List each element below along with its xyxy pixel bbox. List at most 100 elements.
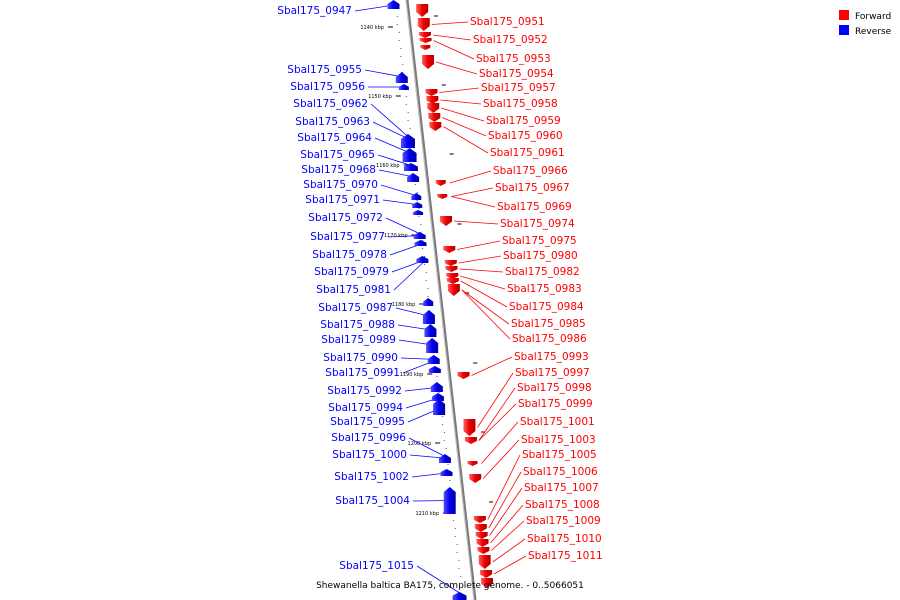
forward-gene-label[interactable]: Sbal175_0960 (488, 130, 563, 142)
reverse-gene[interactable] (414, 240, 427, 246)
reverse-gene-label[interactable]: Sbal175_0968 (301, 164, 376, 176)
forward-gene-label[interactable]: Sbal175_0983 (507, 283, 582, 295)
forward-gene[interactable] (416, 4, 429, 17)
forward-gene[interactable] (428, 113, 441, 122)
forward-gene[interactable] (446, 278, 459, 284)
forward-gene[interactable] (420, 45, 431, 50)
reverse-gene[interactable] (423, 298, 434, 306)
forward-gene-label[interactable]: Sbal175_1005 (522, 449, 597, 461)
reverse-gene[interactable] (400, 134, 415, 148)
reverse-gene[interactable] (452, 592, 467, 600)
forward-gene-label[interactable]: Sbal175_1003 (521, 434, 596, 446)
forward-gene-label[interactable]: Sbal175_1006 (523, 466, 598, 478)
reverse-gene-label[interactable]: Sbal175_0970 (303, 179, 378, 191)
reverse-gene-label[interactable]: Sbal175_0990 (323, 352, 398, 364)
forward-gene[interactable] (463, 419, 476, 436)
forward-gene[interactable] (429, 122, 442, 131)
forward-gene[interactable] (417, 18, 430, 31)
forward-gene-label[interactable]: Sbal175_0984 (509, 301, 584, 313)
forward-gene-label[interactable]: Sbal175_0967 (495, 182, 570, 194)
forward-gene-label[interactable]: Sbal175_0957 (481, 82, 556, 94)
reverse-gene[interactable] (411, 193, 422, 200)
reverse-gene[interactable] (416, 256, 429, 263)
forward-gene-label[interactable]: Sbal175_0951 (470, 16, 545, 28)
reverse-gene-label[interactable]: Sbal175_0995 (330, 416, 405, 428)
forward-gene-label[interactable]: Sbal175_0966 (493, 165, 568, 177)
forward-gene-label[interactable]: Sbal175_0953 (476, 53, 551, 65)
reverse-gene-label[interactable]: Sbal175_0972 (308, 212, 383, 224)
forward-gene[interactable] (446, 273, 459, 279)
forward-gene[interactable] (422, 55, 435, 69)
forward-gene[interactable] (419, 38, 432, 43)
forward-gene-label[interactable]: Sbal175_1009 (526, 515, 601, 527)
forward-gene-label[interactable]: Sbal175_1007 (524, 482, 599, 494)
forward-gene[interactable] (445, 266, 458, 272)
reverse-gene[interactable] (443, 487, 456, 514)
reverse-gene[interactable] (430, 382, 443, 392)
reverse-gene[interactable] (440, 469, 453, 476)
forward-gene[interactable] (418, 32, 431, 38)
reverse-gene[interactable] (431, 393, 444, 401)
forward-gene[interactable] (475, 532, 488, 539)
forward-gene[interactable] (480, 570, 493, 578)
forward-gene-label[interactable]: Sbal175_0999 (518, 398, 593, 410)
forward-gene-label[interactable]: Sbal175_0958 (483, 98, 558, 110)
reverse-gene-label[interactable]: Sbal175_0996 (331, 432, 406, 444)
forward-gene[interactable] (427, 103, 440, 113)
forward-gene[interactable] (476, 539, 489, 547)
reverse-gene-label[interactable]: Sbal175_0979 (314, 266, 389, 278)
reverse-gene-label[interactable]: Sbal175_0962 (293, 98, 368, 110)
reverse-gene-label[interactable]: Sbal175_0994 (328, 402, 403, 414)
reverse-gene[interactable] (407, 173, 420, 182)
forward-gene[interactable] (467, 461, 478, 466)
reverse-gene[interactable] (402, 148, 417, 162)
reverse-gene[interactable] (413, 210, 424, 215)
reverse-gene-label[interactable]: Sbal175_0965 (300, 149, 375, 161)
forward-gene-label[interactable]: Sbal175_0997 (515, 367, 590, 379)
forward-gene-label[interactable]: Sbal175_0980 (503, 250, 578, 262)
forward-gene[interactable] (426, 96, 439, 104)
reverse-gene-label[interactable]: Sbal175_1004 (335, 495, 410, 507)
reverse-gene-label[interactable]: Sbal175_0955 (287, 64, 362, 76)
forward-gene-label[interactable]: Sbal175_1001 (520, 416, 595, 428)
reverse-gene-label[interactable]: Sbal175_0977 (310, 231, 385, 243)
forward-gene[interactable] (435, 180, 446, 186)
forward-gene-label[interactable]: Sbal175_0952 (473, 34, 548, 46)
reverse-gene[interactable] (403, 163, 418, 171)
reverse-gene[interactable] (428, 366, 441, 373)
forward-gene-label[interactable]: Sbal175_0961 (490, 147, 565, 159)
reverse-gene[interactable] (395, 72, 408, 83)
forward-gene-label[interactable]: Sbal175_0954 (479, 68, 554, 80)
reverse-gene[interactable] (422, 310, 435, 324)
forward-gene-label[interactable]: Sbal175_0993 (514, 351, 589, 363)
reverse-gene-label[interactable]: Sbal175_0963 (295, 116, 370, 128)
reverse-gene[interactable] (426, 338, 439, 353)
reverse-gene[interactable] (387, 0, 400, 9)
reverse-gene-label[interactable]: Sbal175_1000 (332, 449, 407, 461)
forward-gene[interactable] (481, 578, 494, 588)
forward-gene-label[interactable]: Sbal175_1010 (527, 533, 602, 545)
reverse-gene-label[interactable]: Sbal175_0956 (290, 81, 365, 93)
reverse-gene-label[interactable]: Sbal175_1002 (334, 471, 409, 483)
reverse-gene-label[interactable]: Sbal175_0978 (312, 249, 387, 261)
forward-gene-label[interactable]: Sbal175_0998 (517, 382, 592, 394)
forward-gene[interactable] (464, 437, 477, 444)
reverse-gene[interactable] (398, 84, 409, 90)
reverse-gene-label[interactable]: Sbal175_0971 (305, 194, 380, 206)
forward-gene[interactable] (444, 260, 457, 266)
reverse-gene-label[interactable]: Sbal175_0992 (327, 385, 402, 397)
reverse-gene[interactable] (438, 454, 451, 463)
forward-gene[interactable] (440, 216, 453, 226)
reverse-gene-label[interactable]: Sbal175_0987 (318, 302, 393, 314)
forward-gene[interactable] (443, 246, 456, 253)
forward-gene-label[interactable]: Sbal175_0975 (502, 235, 577, 247)
forward-gene-label[interactable]: Sbal175_1011 (528, 550, 603, 562)
reverse-gene[interactable] (412, 202, 423, 208)
reverse-gene-label[interactable]: Sbal175_1015 (339, 560, 414, 572)
forward-gene[interactable] (447, 284, 460, 296)
forward-gene-label[interactable]: Sbal175_0959 (486, 115, 561, 127)
reverse-gene-label[interactable]: Sbal175_0991 (325, 367, 400, 379)
reverse-gene-label[interactable]: Sbal175_0947 (277, 5, 352, 17)
reverse-gene[interactable] (433, 399, 446, 415)
forward-gene-label[interactable]: Sbal175_0986 (512, 333, 587, 345)
